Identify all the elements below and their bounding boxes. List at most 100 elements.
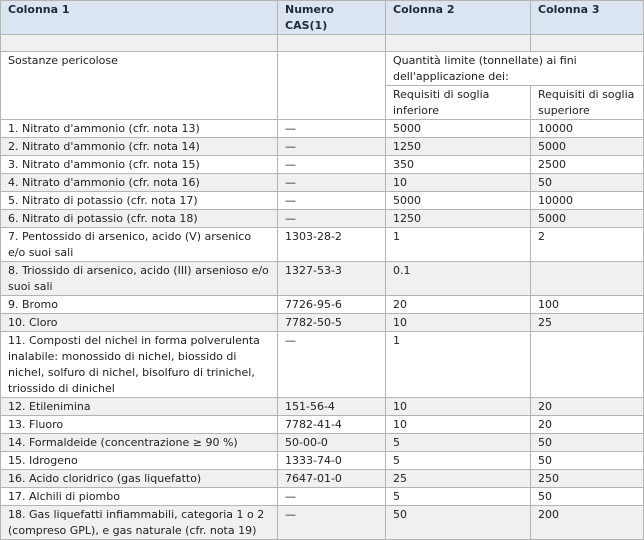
cas-number-cell: — [277,191,386,210]
cas-number-cell: 151-56-4 [277,397,386,416]
cas-number-cell: — [277,209,386,228]
upper-threshold-cell: 2 [530,227,644,262]
table-row: 9. Bromo 7726-95-6 20 100 [0,295,644,314]
table-row: 13. Fluoro 7782-41-4 10 20 [0,415,644,434]
substance-name-cell: 8. Triossido di arsenico, acido (III) ar… [0,261,278,296]
empty-cell [385,34,531,52]
substance-name-cell: 14. Formaldeide (concentrazione ≥ 90 %) [0,433,278,452]
cas-number-cell: 1303-28-2 [277,227,386,262]
substance-name-cell: 13. Fluoro [0,415,278,434]
table-row: 2. Nitrato d'ammonio (cfr. nota 14) —1250… [0,137,644,156]
header-colonna-2: Colonna 2 [385,0,531,35]
empty-cell [530,34,644,52]
table-row: 10. Cloro 7782-50-5 10 25 [0,313,644,332]
substance-name-cell: 18. Gas liquefatti infiammabili, categor… [0,505,278,540]
substance-name-cell: 2. Nitrato d'ammonio (cfr. nota 14) [0,137,278,156]
upper-threshold-cell [530,331,644,398]
substance-name-cell: 16. Acido cloridrico (gas liquefatto) [0,469,278,488]
lower-threshold-cell: 10 [385,397,531,416]
cas-number-cell: — [277,331,386,398]
threshold-row: Requisiti di soglia inferiore Requisiti … [1,85,644,120]
table-row: 14. Formaldeide (concentrazione ≥ 90 %) 5… [0,433,644,452]
upper-threshold-cell: 25 [530,313,644,332]
substance-name-cell: 15. Idrogeno [0,451,278,470]
lower-threshold-cell: 5 [385,487,531,506]
upper-threshold-cell: 20 [530,415,644,434]
substance-name-cell: 7. Pentossido di arsenico, acido (V) ars… [0,227,278,262]
cas-number-cell: 7782-50-5 [277,313,386,332]
lower-threshold-cell: 10 [385,313,531,332]
table-row: 15. Idrogeno 1333-74-0 5 50 [0,451,644,470]
table-row: 6. Nitrato di potassio (cfr. nota 18) —12… [0,209,644,228]
cas-number-cell: 50-00-0 [277,433,386,452]
lower-threshold-cell: 5000 [385,191,531,210]
substance-name-cell: 6. Nitrato di potassio (cfr. nota 18) [0,209,278,228]
upper-threshold-label: Requisiti di soglia superiore [530,85,644,120]
upper-threshold-cell: 20 [530,397,644,416]
table-row: 18. Gas liquefatti infiammabili, categor… [0,505,644,540]
lower-threshold-cell: 5 [385,451,531,470]
upper-threshold-cell: 5000 [530,209,644,228]
table-row: 16. Acido cloridrico (gas liquefatto) 764… [0,469,644,488]
cas-empty-cell [277,51,386,120]
substance-name-cell: 11. Composti del nichel in forma polveru… [0,331,278,398]
cas-number-cell: 7726-95-6 [277,295,386,314]
upper-threshold-cell: 2500 [530,155,644,174]
cas-number-cell: — [277,119,386,138]
upper-threshold-cell: 200 [530,505,644,540]
table-row: 17. Alchili di piombo —5 50 [0,487,644,506]
upper-threshold-cell: 100 [530,295,644,314]
table-row: 3. Nitrato d'ammonio (cfr. nota 15) —350 2… [0,155,644,174]
header-colonna-3: Colonna 3 [530,0,644,35]
header-row: Colonna 1 Numero CAS(1) Colonna 2 Colonn… [0,0,644,35]
lower-threshold-cell: 10 [385,173,531,192]
cas-number-cell: — [277,487,386,506]
lower-threshold-cell: 1250 [385,137,531,156]
upper-threshold-cell: 10000 [530,119,644,138]
lower-threshold-label: Requisiti di soglia inferiore [385,85,531,120]
lower-threshold-cell: 5 [385,433,531,452]
cas-number-cell: 1333-74-0 [277,451,386,470]
empty-row [0,34,644,52]
cas-number-cell: — [277,173,386,192]
upper-threshold-cell: 250 [530,469,644,488]
lower-threshold-cell: 350 [385,155,531,174]
header-numero-cas: Numero CAS(1) [277,0,386,35]
substance-name-cell: 12. Etilenimina [0,397,278,416]
lower-threshold-cell: 20 [385,295,531,314]
upper-threshold-cell: 50 [530,487,644,506]
upper-threshold-cell: 5000 [530,137,644,156]
cas-number-cell: 1327-53-3 [277,261,386,296]
lower-threshold-cell: 10 [385,415,531,434]
upper-threshold-cell: 50 [530,433,644,452]
cas-number-cell: 7782-41-4 [277,415,386,434]
substance-name-cell: 9. Bromo [0,295,278,314]
lower-threshold-cell: 1250 [385,209,531,228]
lower-threshold-cell: 5000 [385,119,531,138]
table-row: 1. Nitrato d'ammonio (cfr. nota 13) —5000… [0,119,644,138]
substances-label: Sostanze pericolose [0,51,278,120]
empty-cell [277,34,386,52]
substance-name-cell: 4. Nitrato d'ammonio (cfr. nota 16) [0,173,278,192]
upper-threshold-cell: 50 [530,451,644,470]
cas-number-cell: — [277,137,386,156]
cas-number-cell: 7647-01-0 [277,469,386,488]
lower-threshold-cell: 50 [385,505,531,540]
table-row: 11. Composti del nichel in forma polveru… [0,331,644,398]
table-row: 8. Triossido di arsenico, acido (III) ar… [0,261,644,296]
empty-cell [0,34,278,52]
substance-name-cell: 3. Nitrato d'ammonio (cfr. nota 15) [0,155,278,174]
upper-threshold-cell: 10000 [530,191,644,210]
lower-threshold-cell: 1 [385,331,531,398]
table-row: 7. Pentossido di arsenico, acido (V) ars… [0,227,644,262]
lower-threshold-cell: 0.1 [385,261,531,296]
substance-name-cell: 10. Cloro [0,313,278,332]
upper-threshold-cell [530,261,644,296]
quantity-label: Quantità limite (tonnellate) ai fini del… [385,51,644,86]
table-row: 5. Nitrato di potassio (cfr. nota 17) —50… [0,191,644,210]
substance-name-cell: 1. Nitrato d'ammonio (cfr. nota 13) [0,119,278,138]
lower-threshold-cell: 1 [385,227,531,262]
upper-threshold-cell: 50 [530,173,644,192]
cas-number-cell: — [277,155,386,174]
table-row: 4. Nitrato d'ammonio (cfr. nota 16) —10 50 [0,173,644,192]
